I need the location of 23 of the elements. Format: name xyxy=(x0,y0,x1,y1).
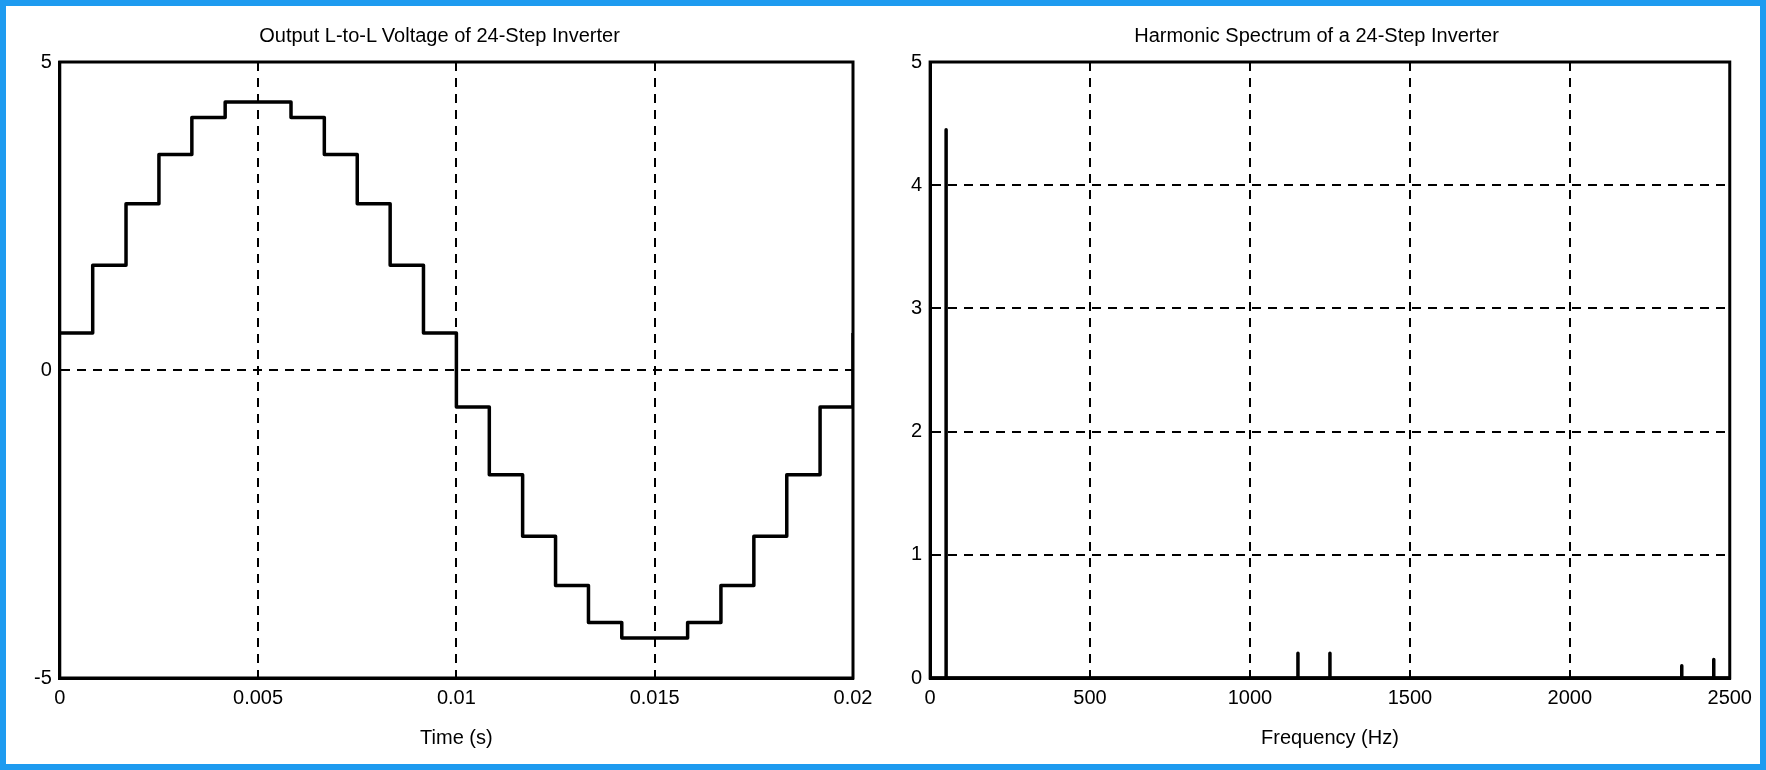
y-tick-label: 5 xyxy=(40,49,52,72)
x-axis-title: Frequency (Hz) xyxy=(1261,725,1399,748)
x-tick-label: 500 xyxy=(1073,685,1107,708)
y-tick-label: 5 xyxy=(911,49,923,72)
y-tick-label: 1 xyxy=(911,542,923,565)
x-tick-label: 1500 xyxy=(1387,685,1433,708)
y-tick-label: 2 xyxy=(911,419,923,442)
x-tick-label: 1000 xyxy=(1227,685,1273,708)
x-axis-title: Time (s) xyxy=(420,725,493,748)
x-tick-label: 0.01 xyxy=(436,685,476,708)
y-tick-label: 4 xyxy=(911,172,923,195)
x-tick-label: 0.005 xyxy=(233,685,284,708)
x-tick-label: 2500 xyxy=(1707,685,1752,708)
x-tick-label: 0.015 xyxy=(629,685,680,708)
y-tick-label: 0 xyxy=(911,665,923,688)
chart-title: Output L-to-L Voltage of 24-Step Inverter xyxy=(259,23,621,46)
y-tick-label: 3 xyxy=(911,295,923,318)
y-tick-label: -5 xyxy=(33,665,52,688)
x-tick-label: 0.02 xyxy=(833,685,873,708)
y-tick-label: 0 xyxy=(40,357,52,380)
x-tick-label: 2000 xyxy=(1547,685,1593,708)
x-tick-label: 0 xyxy=(54,685,66,708)
chart-title: Harmonic Spectrum of a 24-Step Inverter xyxy=(1134,23,1500,46)
